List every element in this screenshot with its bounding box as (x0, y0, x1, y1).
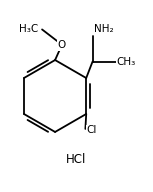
Text: NH₂: NH₂ (94, 24, 114, 34)
Text: Cl: Cl (86, 125, 97, 135)
Text: CH₃: CH₃ (117, 57, 136, 67)
Text: O: O (58, 40, 66, 50)
Text: HCl: HCl (66, 153, 87, 166)
Text: H₃C: H₃C (19, 24, 38, 34)
